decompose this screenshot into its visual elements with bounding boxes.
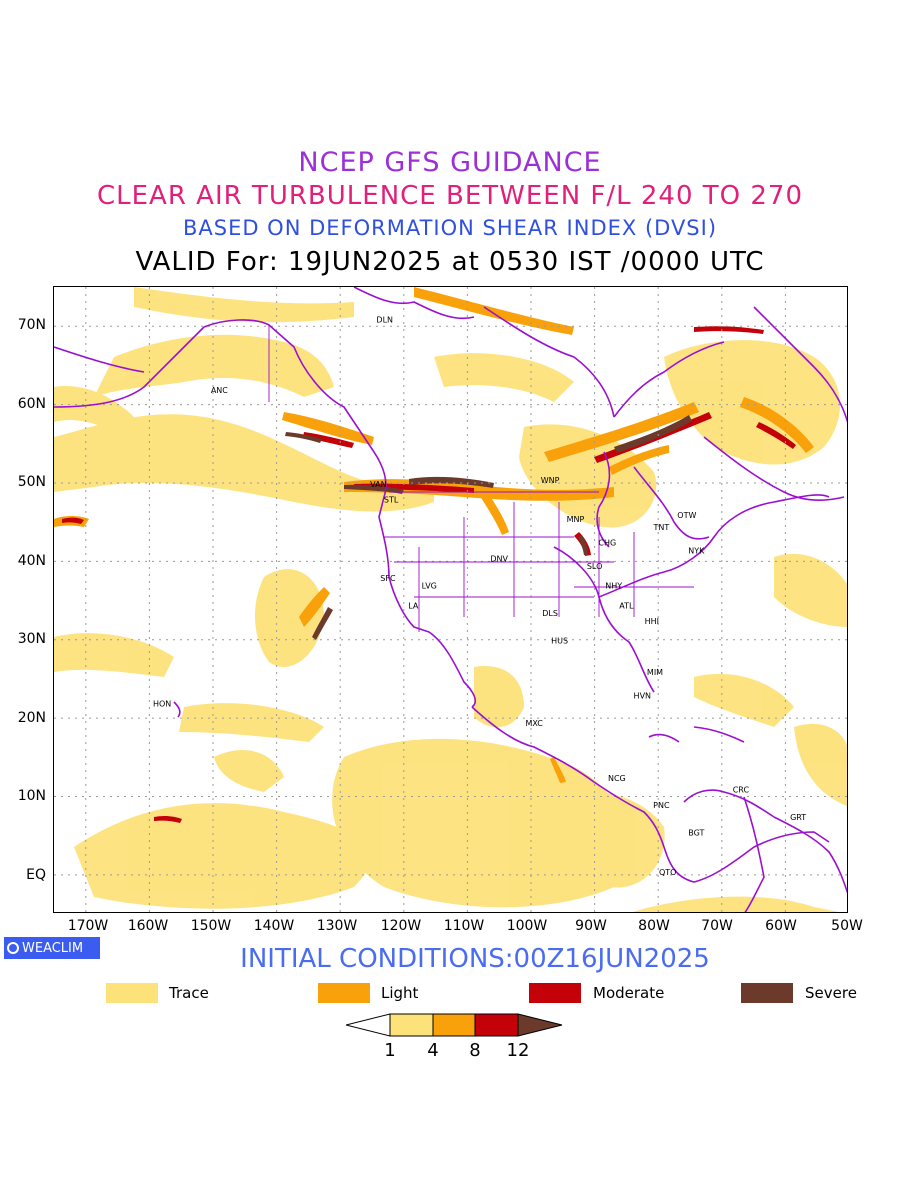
city-label-mxc: MXC	[525, 719, 543, 728]
city-label-otw: OTW	[677, 511, 696, 520]
lat-label-eq: EQ	[26, 867, 46, 883]
colorbar-low-triangle	[346, 1013, 391, 1037]
lon-label-160w: 160W	[127, 918, 169, 934]
legend-label-trace: Trace	[169, 984, 209, 1002]
lon-label-90w: 90W	[575, 918, 607, 934]
coastlines	[54, 287, 847, 912]
lat-label-10n: 10N	[17, 788, 46, 804]
colorbar-trace-box	[389, 1013, 434, 1037]
legend-label-moderate: Moderate	[593, 984, 665, 1002]
lat-label-20n: 20N	[17, 710, 46, 726]
lat-label-30n: 30N	[17, 631, 46, 647]
city-label-bgt: BGT	[688, 829, 704, 838]
city-label-hon: HON	[153, 699, 171, 708]
legend-swatch-light	[318, 983, 370, 1003]
lat-label-60n: 60N	[17, 396, 46, 412]
city-label-slo: SLO	[587, 562, 603, 571]
lon-label-150w: 150W	[190, 918, 232, 934]
political-boundaries	[268, 325, 694, 632]
lon-label-80w: 80W	[638, 918, 670, 934]
colorbar-tick-8: 8	[469, 1040, 481, 1061]
colorbar-tick-1: 1	[384, 1040, 396, 1061]
city-label-anc: ANC	[211, 386, 228, 395]
title-line-3: BASED ON DEFORMATION SHEAR INDEX (DVSI)	[182, 216, 718, 240]
city-label-qto: QTO	[659, 868, 676, 877]
city-label-tnt: TNT	[652, 523, 669, 532]
light-fields	[54, 287, 814, 783]
city-label-dls: DLS	[542, 609, 558, 618]
title-line-2: CLEAR AIR TURBULENCE BETWEEN F/L 240 TO …	[96, 181, 804, 211]
legend-swatch-severe	[741, 983, 793, 1003]
colorbar	[346, 1013, 563, 1037]
city-label-hhi: HHI	[645, 617, 659, 626]
lon-label-170w: 170W	[67, 918, 109, 934]
legend-swatch-moderate	[529, 983, 581, 1003]
lon-label-120w: 120W	[380, 918, 422, 934]
lon-label-50w: 50W	[831, 918, 863, 934]
lon-label-110w: 110W	[443, 918, 485, 934]
legend-label-severe: Severe	[805, 984, 857, 1002]
colorbar-tick-12: 12	[506, 1040, 530, 1061]
colorbar-light-box	[432, 1013, 476, 1037]
title-line-1: NCEP GFS GUIDANCE	[298, 147, 602, 178]
valid-time: VALID For: 19JUN2025 at 0530 IST /0000 U…	[135, 247, 765, 277]
lon-label-140w: 140W	[253, 918, 295, 934]
city-label-chg: CHG	[598, 539, 616, 548]
city-label-dnv: DNV	[490, 554, 508, 563]
turbulence-map: DLN ANC VAN STL WNP MNP TNT OTW CHG NYK DNV SFC LVG S…	[53, 286, 848, 913]
lon-label-130w: 130W	[316, 918, 358, 934]
city-label-stl: STL	[384, 496, 399, 505]
colorbar-tick-4: 4	[427, 1040, 439, 1061]
city-markers: DLN ANC VAN STL WNP MNP TNT OTW CHG NYK DNV SFC LVG S…	[153, 315, 806, 877]
legend-label-light: Light	[381, 984, 419, 1002]
lon-label-100w: 100W	[506, 918, 548, 934]
initial-conditions: INITIAL CONDITIONS:00Z16JUN2025	[240, 944, 710, 974]
city-label-ncg: NCG	[608, 774, 626, 783]
city-label-grt: GRT	[790, 813, 806, 822]
city-label-lvg: LVG	[422, 582, 437, 591]
city-label-dln: DLN	[376, 315, 393, 324]
lon-label-70w: 70W	[701, 918, 733, 934]
logo-ring-icon	[7, 942, 19, 954]
legend-swatch-trace	[106, 983, 158, 1003]
weaclim-logo: WEACLIM	[4, 937, 100, 959]
city-label-pnc: PNC	[653, 801, 670, 810]
city-label-hvn: HVN	[634, 691, 651, 700]
city-label-mnp: MNP	[567, 515, 585, 524]
city-label-van: VAN	[370, 480, 386, 489]
map-canvas: DLN ANC VAN STL WNP MNP TNT OTW CHG NYK DNV SFC LVG S…	[54, 287, 847, 912]
colorbar-moderate-box	[474, 1013, 519, 1037]
logo-text: WEACLIM	[22, 940, 84, 956]
city-label-la: LA	[408, 601, 419, 610]
colorbar-high-triangle	[517, 1013, 563, 1037]
lat-label-50n: 50N	[17, 474, 46, 490]
lat-label-40n: 40N	[17, 553, 46, 569]
lat-label-70n: 70N	[17, 317, 46, 333]
city-label-crc: CRC	[733, 786, 750, 795]
city-label-wnp: WNP	[541, 476, 560, 485]
city-label-nyk: NYK	[688, 546, 705, 555]
city-label-hus: HUS	[551, 637, 568, 646]
city-label-mim: MIM	[647, 668, 663, 677]
city-label-sfc: SFC	[380, 574, 396, 583]
city-label-nhy: NHY	[605, 582, 622, 591]
city-label-atl: ATL	[619, 601, 634, 610]
lon-label-60w: 60W	[765, 918, 797, 934]
